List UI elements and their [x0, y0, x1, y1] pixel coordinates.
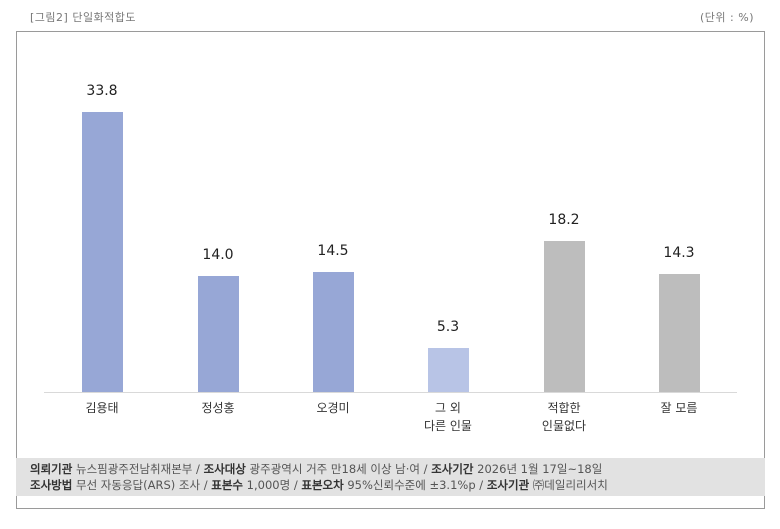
category-label: 적합한 인물없다 — [541, 401, 587, 433]
bar-value-label: 14.0 — [202, 247, 234, 263]
category-label: 오경미 — [316, 401, 350, 415]
footer-separator: / — [475, 478, 487, 492]
unit-label: (단위 : %) — [700, 11, 754, 24]
category-label: 김용태 — [85, 401, 119, 415]
footer-field-value: 2026년 1월 17일~18일 — [473, 462, 603, 476]
footer-separator: / — [192, 462, 204, 476]
bar-value-label: 14.5 — [317, 243, 349, 259]
bar — [312, 272, 354, 392]
footer-field-value: 95%신뢰수준에 ±3.1%p — [343, 478, 476, 492]
bar-value-label: 14.3 — [663, 245, 695, 261]
bar-value-label: 5.3 — [436, 319, 460, 335]
footer-line-1: 의뢰기관 뉴스핌광주전남취재본부 / 조사대상 광주광역시 거주 만18세 이상… — [30, 461, 765, 477]
chart-frame — [16, 31, 765, 509]
footer-field-label: 조사대상 — [203, 462, 246, 476]
footer-field-label: 표본오차 — [301, 478, 344, 492]
footer-separator: / — [420, 462, 432, 476]
footer-field-label: 의뢰기관 — [30, 462, 73, 476]
footer-field-label: 표본수 — [211, 478, 244, 492]
footer-field-value: 무선 자동응답(ARS) 조사 — [72, 478, 201, 492]
bar-value-label: 18.2 — [548, 212, 580, 228]
footer-separator: / — [200, 478, 212, 492]
bar — [427, 348, 469, 392]
chart-baseline — [44, 392, 737, 393]
bar — [543, 241, 585, 392]
footer-field-value: ㈜데일리리서치 — [529, 478, 608, 492]
footer-field-label: 조사방법 — [30, 478, 73, 492]
bar — [197, 276, 239, 392]
category-label: 잘 모름 — [660, 401, 698, 415]
bar-value-label: 33.8 — [86, 83, 118, 99]
category-label: 정성홍 — [201, 401, 235, 415]
figure-title: [그림2] 단일화적합도 — [30, 11, 137, 24]
survey-info-footer: 의뢰기관 뉴스핌광주전남취재본부 / 조사대상 광주광역시 거주 만18세 이상… — [16, 458, 765, 496]
bar — [658, 274, 700, 392]
footer-separator: / — [290, 478, 302, 492]
footer-field-value: 광주광역시 거주 만18세 이상 남·여 — [245, 462, 420, 476]
footer-field-value: 뉴스핌광주전남취재본부 — [72, 462, 193, 476]
bar — [81, 112, 123, 392]
category-label: 그 외 다른 인물 — [424, 401, 472, 433]
footer-field-label: 조사기관 — [486, 478, 530, 492]
footer-line-2: 조사방법 무선 자동응답(ARS) 조사 / 표본수 1,000명 / 표본오차… — [30, 477, 765, 493]
footer-field-value: 1,000명 — [243, 478, 291, 492]
footer-field-label: 조사기간 — [431, 462, 474, 476]
